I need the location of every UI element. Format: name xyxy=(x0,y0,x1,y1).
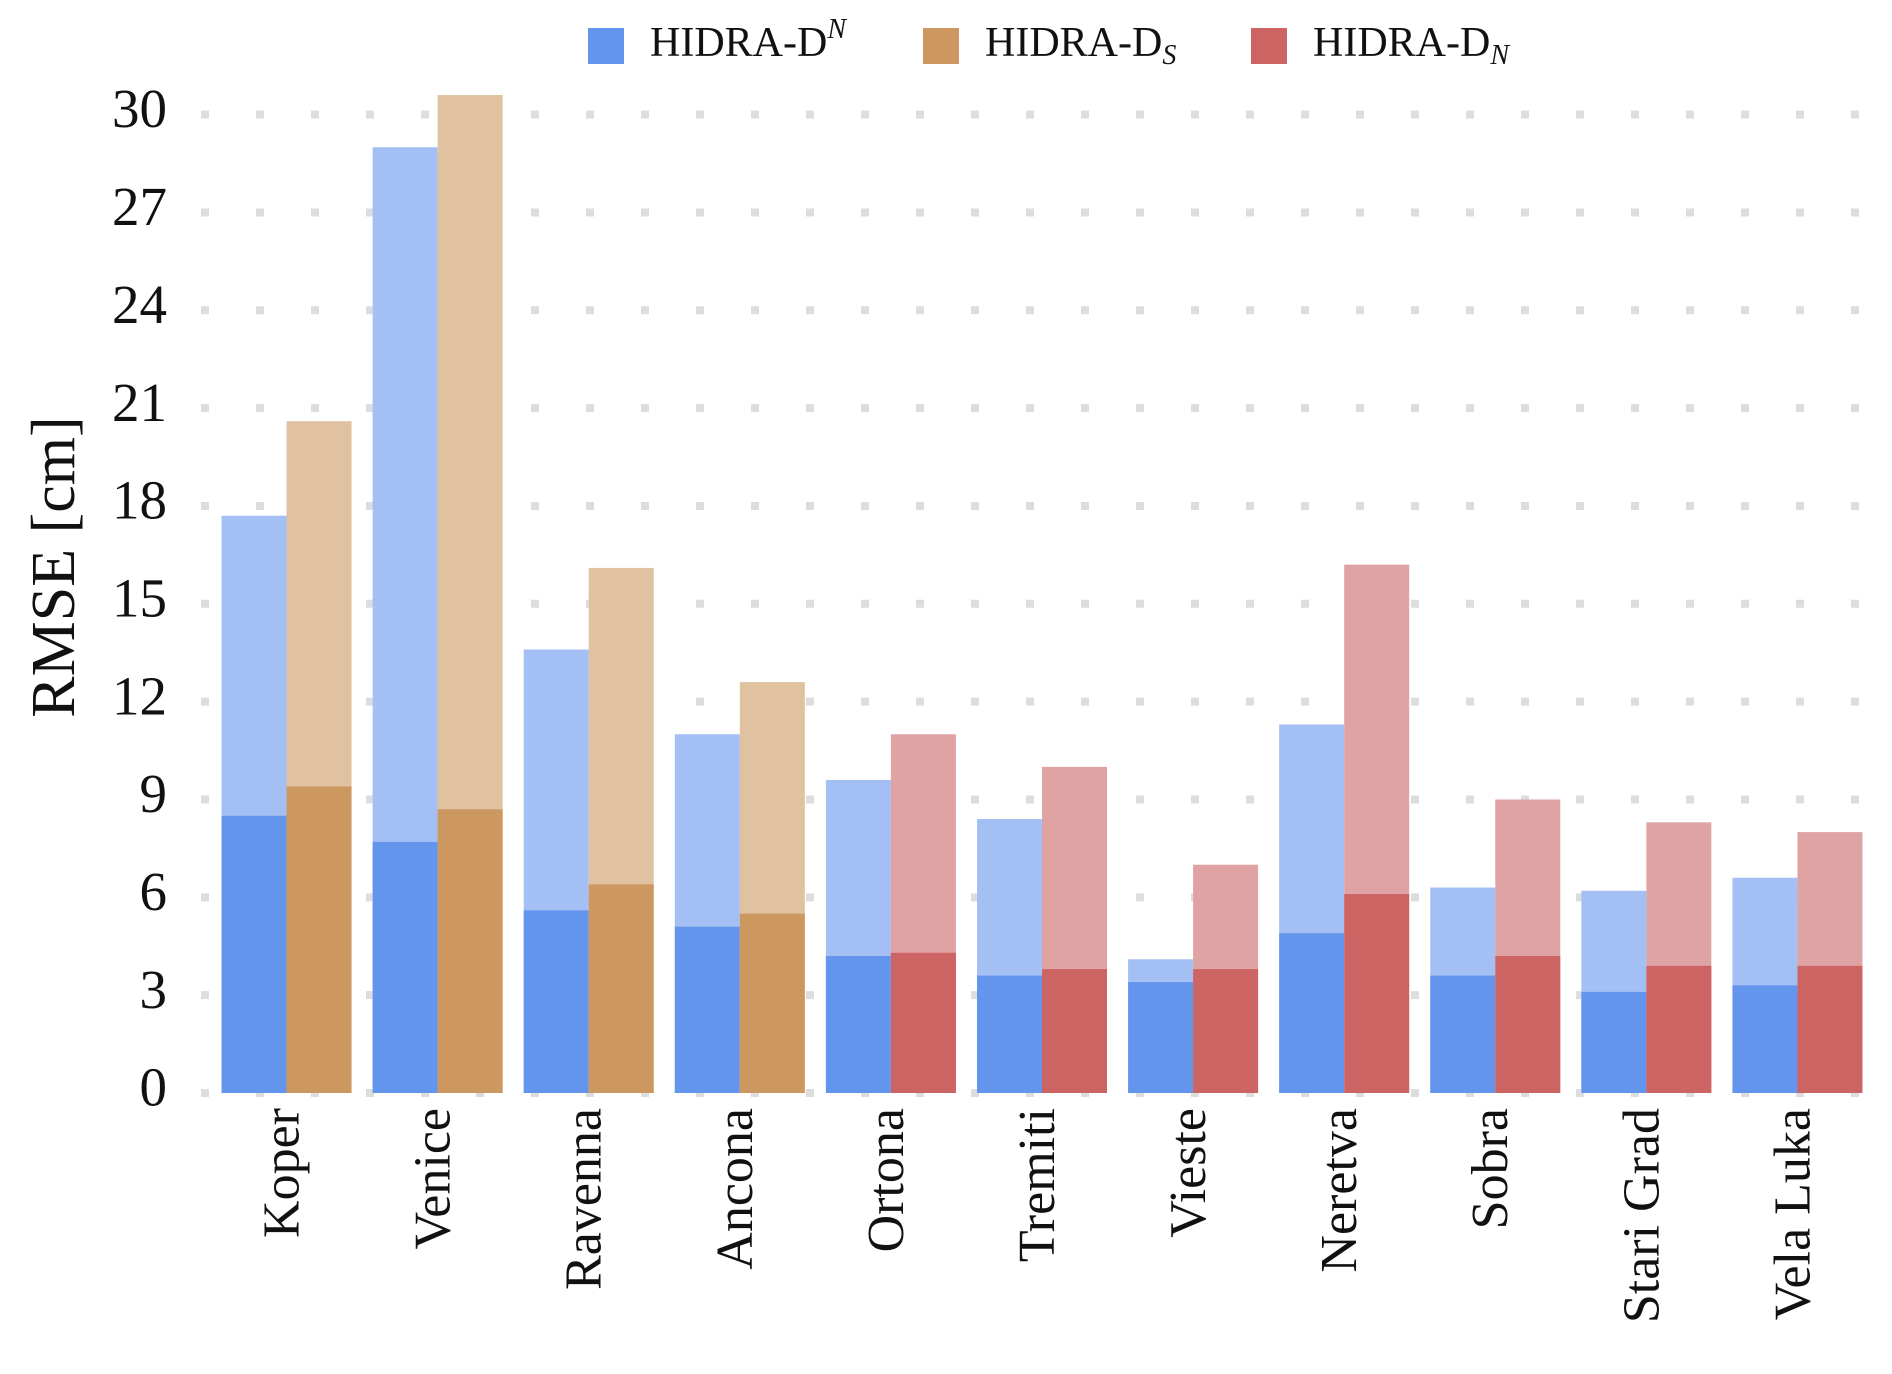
legend-swatch xyxy=(923,28,959,64)
y-tick-label: 18 xyxy=(112,470,167,531)
y-tick-label: 27 xyxy=(112,176,167,237)
bar-inner xyxy=(890,952,956,1093)
x-tick-label: Sobra xyxy=(1462,1108,1519,1229)
bar-inner xyxy=(1430,975,1496,1093)
legend-name: HIDRA-D xyxy=(650,20,827,66)
bar-inner xyxy=(372,841,438,1093)
legend-script: N xyxy=(826,14,847,45)
x-tick-label: Stari Grad xyxy=(1613,1108,1670,1323)
x-tick-label: Ravenna xyxy=(556,1108,613,1290)
x-tick-label: Vela Luka xyxy=(1764,1108,1821,1320)
bar-inner xyxy=(825,956,891,1093)
x-tick-label: Koper xyxy=(253,1108,310,1238)
legend-label: HIDRA-DN xyxy=(1313,20,1510,72)
legend-script: N xyxy=(1489,40,1510,71)
x-tick-label: Ortona xyxy=(858,1108,915,1252)
bar-inner xyxy=(1279,933,1345,1093)
y-tick-label: 3 xyxy=(140,959,168,1020)
y-tick-label: 15 xyxy=(112,567,167,628)
bar-inner xyxy=(1797,965,1863,1093)
y-tick-label: 21 xyxy=(112,372,167,433)
bar-inner xyxy=(1344,894,1410,1093)
y-tick-label: 0 xyxy=(140,1057,168,1118)
legend-swatch xyxy=(1251,28,1287,64)
y-tick-label: 9 xyxy=(140,763,168,824)
y-tick-label: 6 xyxy=(140,861,168,922)
bar-inner xyxy=(1193,969,1259,1093)
y-tick-label: 30 xyxy=(112,78,167,139)
bar-inner xyxy=(1581,991,1647,1093)
bar-inner xyxy=(739,913,805,1093)
bar-inner xyxy=(588,884,654,1093)
legend-script: S xyxy=(1162,40,1176,71)
legend-label: HIDRA-DS xyxy=(985,20,1176,72)
x-tick-label: Venice xyxy=(405,1108,462,1249)
x-tick-label: Vieste xyxy=(1160,1108,1217,1238)
x-tick-label: Tremiti xyxy=(1009,1108,1066,1262)
y-tick-label: 12 xyxy=(112,665,167,726)
y-tick-label: 24 xyxy=(112,274,167,335)
legend-label: HIDRA-DN xyxy=(650,14,847,65)
bar-inner xyxy=(1042,969,1107,1093)
y-axis-label: RMSE [cm] xyxy=(20,416,88,717)
bar-inner xyxy=(977,975,1042,1093)
bar-inner xyxy=(1495,956,1561,1093)
bar-inner xyxy=(523,910,589,1093)
bar-inner xyxy=(674,926,740,1093)
bar-inner xyxy=(1128,982,1194,1093)
legend-swatch xyxy=(588,28,624,64)
bar-inner xyxy=(221,815,287,1093)
x-tick-label: Ancona xyxy=(707,1108,764,1270)
bar-inner xyxy=(1732,985,1798,1093)
legend-name: HIDRA-D xyxy=(1313,20,1490,66)
bar-inner xyxy=(437,809,503,1093)
bar-inner xyxy=(1646,965,1712,1093)
bar-inner xyxy=(286,786,352,1093)
x-tick-label: Neretva xyxy=(1311,1108,1368,1273)
legend-name: HIDRA-D xyxy=(985,20,1162,66)
